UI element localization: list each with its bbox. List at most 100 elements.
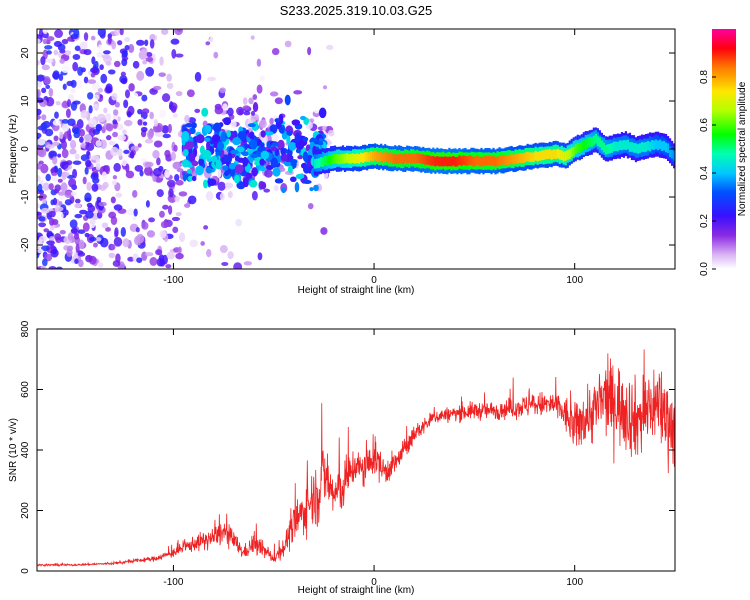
- noise-blob: [110, 196, 116, 204]
- cluster-blob: [201, 107, 209, 117]
- noise-blob: [100, 139, 107, 150]
- noise-blob: [243, 261, 253, 266]
- noise-blob: [153, 119, 159, 127]
- noise-blob: [139, 169, 144, 177]
- noise-blob: [117, 40, 123, 46]
- ridge-cell: [426, 154, 429, 165]
- snr-ytick-label: 800: [20, 320, 31, 337]
- noise-blob: [257, 252, 263, 261]
- noise-blob: [77, 66, 84, 76]
- noise-blob: [171, 48, 177, 59]
- noise-blob: [100, 73, 108, 84]
- noise-blob: [112, 119, 118, 125]
- noise-blob: [80, 109, 89, 119]
- cluster-blob: [270, 157, 278, 168]
- ridge-cell: [540, 150, 543, 161]
- noise-blob: [165, 264, 172, 269]
- cluster-blob: [211, 134, 221, 143]
- noise-blob: [114, 29, 121, 36]
- noise-blob: [154, 132, 164, 137]
- noise-blob: [45, 173, 51, 182]
- noise-blob: [61, 119, 69, 124]
- noise-blob: [72, 54, 81, 61]
- ridge-cell: [376, 151, 379, 162]
- noise-blob: [107, 34, 112, 45]
- noise-blob: [52, 197, 58, 206]
- noise-blob: [137, 108, 143, 115]
- cluster-blob: [286, 130, 293, 136]
- ridge-cell: [660, 141, 664, 151]
- noise-blob: [123, 149, 130, 154]
- noise-blob: [67, 118, 76, 126]
- noise-blob: [97, 113, 106, 123]
- ridge-cell: [488, 155, 491, 166]
- noise-blob: [194, 108, 201, 114]
- noise-blob: [37, 74, 45, 82]
- ridge-cell: [610, 143, 613, 153]
- ridge-cell: [544, 149, 547, 160]
- noise-blob: [41, 114, 47, 121]
- snr-ytick-label: 400: [20, 441, 31, 458]
- ridge-cell: [492, 155, 495, 166]
- ridge-cell: [356, 153, 359, 164]
- ridge-cell: [386, 152, 389, 162]
- ridge-cell: [315, 158, 319, 169]
- noise-blob: [69, 219, 78, 229]
- noise-blob: [114, 101, 120, 108]
- ridge-cell: [351, 153, 355, 164]
- ridge-cell: [458, 155, 461, 165]
- noise-blob: [44, 128, 54, 137]
- noise-blob: [37, 97, 44, 104]
- noise-blob: [322, 85, 328, 90]
- noise-blob: [136, 39, 145, 46]
- ridge-cell: [438, 156, 441, 167]
- noise-blob: [89, 236, 97, 242]
- ridge-cell: [343, 153, 347, 164]
- cluster-blob: [215, 151, 223, 156]
- cluster-blob: [210, 155, 218, 163]
- noise-blob: [87, 79, 97, 84]
- snr-ytick-label: 200: [20, 502, 31, 519]
- noise-blob: [184, 203, 191, 208]
- ridge-cell: [652, 140, 656, 151]
- noise-blob: [273, 184, 279, 192]
- noise-blob: [103, 107, 108, 114]
- noise-blob: [178, 191, 188, 197]
- ridge-cell: [464, 155, 467, 166]
- noise-blob: [83, 32, 89, 41]
- noise-blob: [140, 157, 148, 163]
- noise-blob: [259, 75, 266, 82]
- noise-blob: [59, 131, 64, 140]
- ridge-cell: [436, 156, 439, 166]
- noise-blob: [37, 59, 40, 66]
- noise-blob: [175, 53, 184, 58]
- ridge-cell: [642, 142, 646, 153]
- ridge-cell: [554, 149, 557, 160]
- noise-blob: [189, 239, 199, 248]
- noise-blob: [175, 90, 183, 97]
- noise-blob: [269, 117, 274, 125]
- noise-blob: [97, 262, 104, 268]
- cluster-blob: [223, 117, 232, 126]
- ridge-cell: [476, 155, 479, 166]
- snr-ytick-label: 0: [20, 568, 31, 574]
- noise-blob: [94, 60, 99, 69]
- cluster-blob: [271, 142, 279, 147]
- spectrogram-ytick-label: -10: [20, 189, 31, 204]
- noise-blob: [186, 89, 195, 98]
- noise-blob: [158, 72, 166, 77]
- ridge-cell: [536, 151, 539, 162]
- cluster-blob: [207, 178, 217, 186]
- noise-blob: [57, 178, 63, 183]
- ridge-cell: [454, 157, 457, 167]
- noise-blob: [67, 232, 74, 241]
- noise-blob: [121, 50, 128, 58]
- noise-blob: [37, 211, 42, 216]
- noise-blob: [141, 221, 149, 230]
- ridge-cell: [588, 136, 591, 147]
- noise-blob: [105, 61, 112, 66]
- cluster-blob: [226, 130, 231, 138]
- snr-xlabel: Height of straight line (km): [298, 585, 415, 596]
- noise-blob: [159, 210, 165, 218]
- noise-blob: [105, 113, 112, 122]
